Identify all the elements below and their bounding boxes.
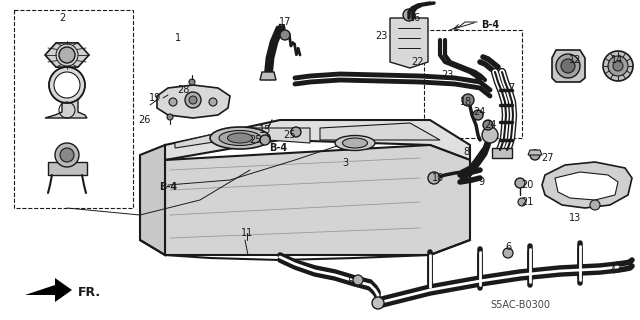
Circle shape [473,110,483,120]
Text: FR.: FR. [78,286,101,300]
Text: 15: 15 [259,125,271,135]
Circle shape [54,72,80,98]
Circle shape [280,30,290,40]
Text: 20: 20 [521,180,533,190]
Polygon shape [165,145,470,255]
Circle shape [185,92,201,108]
Circle shape [530,150,540,160]
Polygon shape [555,172,618,200]
Ellipse shape [219,131,261,146]
Text: 23: 23 [375,31,387,41]
Circle shape [169,98,177,106]
Text: 16: 16 [409,13,421,23]
Polygon shape [390,18,428,68]
Polygon shape [48,162,87,175]
Circle shape [603,51,633,81]
Ellipse shape [210,127,270,149]
Text: 19: 19 [149,93,161,103]
Circle shape [291,127,301,137]
Circle shape [260,135,270,145]
Circle shape [189,96,197,104]
Polygon shape [165,120,470,160]
Circle shape [60,148,74,162]
Circle shape [372,297,384,309]
Text: 18: 18 [460,97,472,107]
Polygon shape [140,145,165,255]
Circle shape [167,114,173,120]
Polygon shape [45,43,89,67]
Bar [14,10,133,208]
Circle shape [613,61,623,71]
Text: 25: 25 [283,130,295,140]
Circle shape [483,120,493,130]
Text: S5AC-B0300: S5AC-B0300 [490,300,550,310]
Polygon shape [157,85,230,118]
Text: 17: 17 [279,17,291,27]
Circle shape [49,67,85,103]
Circle shape [189,79,195,85]
Polygon shape [552,50,585,82]
Text: 27: 27 [541,153,554,163]
Text: 3: 3 [342,158,348,168]
Text: B-4: B-4 [269,143,287,153]
Text: 7: 7 [508,83,514,93]
Circle shape [590,200,600,210]
Circle shape [462,94,474,106]
Polygon shape [320,123,440,140]
Text: 21: 21 [521,197,533,207]
Polygon shape [25,278,72,302]
Text: 12: 12 [569,55,581,65]
Bar [424,30,522,138]
Circle shape [209,98,217,106]
Text: 24: 24 [484,120,496,130]
Polygon shape [492,148,512,158]
Text: 6: 6 [505,242,511,252]
Text: 10: 10 [432,173,444,183]
Ellipse shape [227,133,253,143]
Text: 25: 25 [250,135,262,145]
Text: 13: 13 [569,213,581,223]
Text: 28: 28 [177,85,189,95]
Circle shape [608,56,628,76]
Circle shape [403,9,415,21]
Polygon shape [260,72,276,80]
Ellipse shape [335,135,375,150]
Polygon shape [528,150,542,155]
Text: B-4: B-4 [159,182,177,192]
Circle shape [353,275,363,285]
Text: 9: 9 [478,177,484,187]
Text: 23: 23 [441,70,453,80]
Circle shape [561,59,575,73]
Circle shape [518,198,526,206]
Text: 26: 26 [138,115,150,125]
Text: 8: 8 [463,147,469,157]
Circle shape [428,172,440,184]
Text: 1: 1 [175,33,181,43]
Circle shape [59,47,75,63]
Circle shape [482,127,498,143]
Polygon shape [45,85,87,118]
Text: B-4: B-4 [481,20,499,30]
Polygon shape [175,128,310,148]
Text: 2: 2 [59,13,65,23]
Text: 24: 24 [473,107,485,117]
Text: 5: 5 [347,277,353,287]
Text: 4: 4 [610,266,616,276]
Text: 11: 11 [241,228,253,238]
Circle shape [55,143,79,167]
Circle shape [556,54,580,78]
Polygon shape [542,162,632,208]
Circle shape [515,178,525,188]
Circle shape [503,248,513,258]
Text: 14: 14 [611,55,623,65]
Ellipse shape [342,138,367,148]
Text: 22: 22 [412,57,424,67]
